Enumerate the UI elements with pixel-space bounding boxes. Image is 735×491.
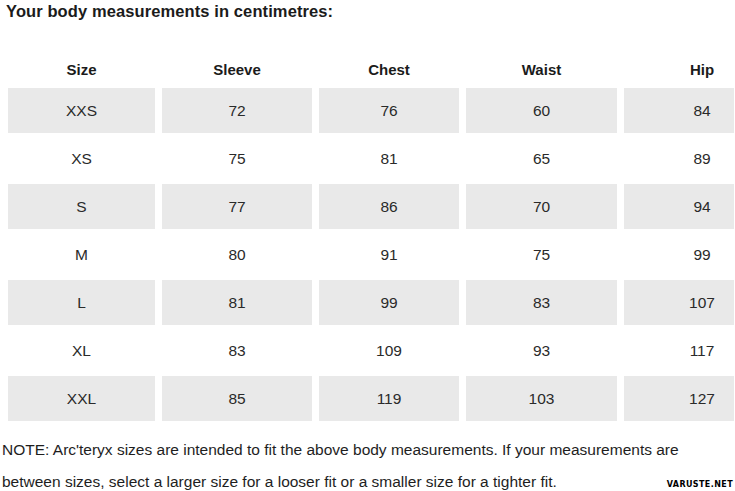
page-title: Your body measurements in centimetres: [6, 2, 333, 21]
table-row-xxs: XXS 72 76 60 84 [8, 88, 734, 133]
sleeve-cell: 75 [162, 136, 312, 181]
size-cell: XL [8, 328, 155, 373]
waist-cell: 70 [466, 184, 617, 229]
sleeve-cell: 77 [162, 184, 312, 229]
hip-cell: 127 [624, 376, 734, 421]
size-cell: XS [8, 136, 155, 181]
size-cell: L [8, 280, 155, 325]
varuste-net-watermark: VARUSTE.NET [667, 480, 733, 489]
table-row-xl: XL 83 109 93 117 [8, 328, 734, 373]
hip-cell: 99 [624, 232, 734, 277]
table-row-l: L 81 99 83 107 [8, 280, 734, 325]
sleeve-cell: 81 [162, 280, 312, 325]
header-cell-size: Size [8, 50, 155, 88]
chest-cell: 91 [319, 232, 459, 277]
table-row-m: M 80 91 75 99 [8, 232, 734, 277]
note-text: NOTE: Arc'teryx sizes are intended to fi… [2, 434, 735, 491]
sleeve-cell: 80 [162, 232, 312, 277]
hip-cell: 107 [624, 280, 734, 325]
waist-cell: 75 [466, 232, 617, 277]
size-cell: S [8, 184, 155, 229]
header-cell-sleeve: Sleeve [162, 50, 312, 88]
hip-cell: 94 [624, 184, 734, 229]
size-cell: XXS [8, 88, 155, 133]
waist-cell: 103 [466, 376, 617, 421]
waist-cell: 65 [466, 136, 617, 181]
sleeve-cell: 72 [162, 88, 312, 133]
hip-cell: 84 [624, 88, 734, 133]
chest-cell: 99 [319, 280, 459, 325]
waist-cell: 83 [466, 280, 617, 325]
header-cell-hip: Hip [624, 50, 734, 88]
measurements-table: Size Sleeve Chest Waist Hip XXS 72 76 60… [8, 50, 734, 424]
hip-cell: 117 [624, 328, 734, 373]
chest-cell: 76 [319, 88, 459, 133]
table-row-s: S 77 86 70 94 [8, 184, 734, 229]
header-cell-chest: Chest [319, 50, 459, 88]
table-row-xxl: XXL 85 119 103 127 [8, 376, 734, 421]
header-cell-waist: Waist [466, 50, 617, 88]
waist-cell: 93 [466, 328, 617, 373]
size-chart-page: Your body measurements in centimetres: S… [0, 0, 735, 491]
size-cell: M [8, 232, 155, 277]
table-row-xs: XS 75 81 65 89 [8, 136, 734, 181]
sleeve-cell: 83 [162, 328, 312, 373]
chest-cell: 119 [319, 376, 459, 421]
chest-cell: 86 [319, 184, 459, 229]
table-header-row: Size Sleeve Chest Waist Hip [8, 50, 734, 88]
sleeve-cell: 85 [162, 376, 312, 421]
chest-cell: 81 [319, 136, 459, 181]
chest-cell: 109 [319, 328, 459, 373]
waist-cell: 60 [466, 88, 617, 133]
size-cell: XXL [8, 376, 155, 421]
hip-cell: 89 [624, 136, 734, 181]
